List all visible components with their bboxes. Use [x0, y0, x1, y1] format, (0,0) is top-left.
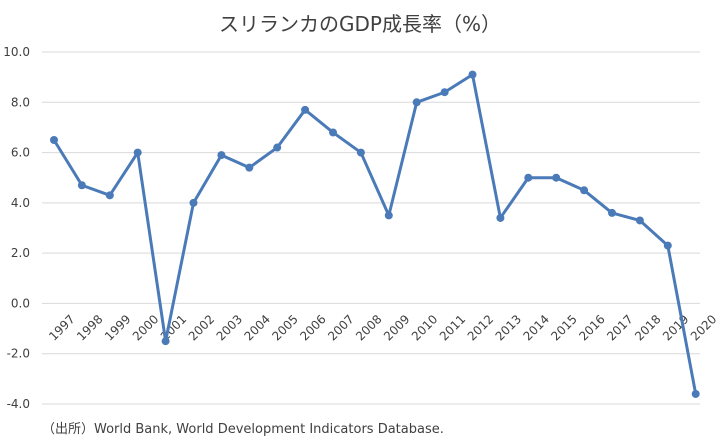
grid-lines	[42, 51, 700, 405]
x-tick-label: 1997	[46, 312, 77, 343]
y-axis-ticks: 10.0 8.0 6.0 4.0 2.0 0.0 -2.0 -4.0	[3, 45, 30, 411]
y-tick-label: 6.0	[11, 146, 30, 160]
data-point	[301, 105, 310, 114]
x-axis-ticks: 1997199819992000200120022003200420052006…	[46, 312, 719, 343]
x-tick-label: 2009	[381, 312, 412, 343]
x-tick-label: 2002	[186, 312, 217, 343]
x-tick-label: 2003	[214, 312, 245, 343]
data-point	[217, 151, 226, 160]
data-point	[133, 148, 142, 157]
source-note: （出所）World Bank, World Development Indica…	[42, 422, 444, 437]
y-tick-label: 4.0	[11, 196, 30, 210]
y-tick-label: -4.0	[7, 397, 30, 411]
data-point	[468, 70, 477, 79]
data-point	[524, 173, 533, 182]
x-tick-label: 2010	[409, 312, 440, 343]
data-point	[608, 208, 616, 217]
x-tick-label: 2006	[297, 312, 328, 343]
series-layer	[50, 70, 700, 398]
x-tick-label: 2016	[576, 312, 607, 343]
x-tick-label: 2014	[521, 312, 552, 343]
series-line	[52, 73, 698, 396]
data-point	[356, 148, 365, 157]
data-point	[329, 128, 337, 137]
x-tick-label: 2008	[353, 312, 384, 343]
data-point	[384, 211, 393, 220]
data-point	[412, 98, 421, 107]
x-tick-label: 2018	[632, 312, 663, 343]
y-tick-label: 0.0	[11, 296, 30, 310]
y-tick-label: 10.0	[3, 45, 30, 59]
data-point	[691, 389, 700, 398]
x-tick-label: 2015	[548, 312, 579, 343]
x-tick-label: 2005	[269, 312, 300, 343]
data-point	[77, 181, 86, 190]
x-tick-label: 2012	[465, 312, 496, 343]
data-point	[663, 241, 672, 250]
x-tick-label: 2020	[688, 312, 719, 343]
x-tick-label: 2017	[604, 312, 635, 343]
data-point	[496, 213, 505, 222]
x-tick-label: 1999	[102, 312, 133, 343]
x-tick-label: 2011	[437, 312, 468, 343]
data-point	[189, 198, 198, 207]
data-point	[105, 191, 114, 200]
y-tick-label: 2.0	[11, 246, 30, 260]
data-point	[161, 337, 170, 346]
data-point	[635, 216, 644, 225]
data-point	[580, 186, 589, 195]
x-tick-label: 2007	[325, 312, 356, 343]
y-tick-label: 8.0	[11, 95, 30, 109]
data-point	[273, 143, 282, 152]
x-tick-label: 2000	[130, 312, 161, 343]
x-tick-label: 2013	[493, 312, 524, 343]
x-tick-label: 2004	[242, 312, 273, 343]
y-tick-label: -2.0	[7, 347, 30, 361]
x-tick-label: 1998	[74, 312, 105, 343]
data-point	[440, 88, 449, 97]
data-point	[50, 136, 58, 144]
data-point	[245, 163, 254, 172]
chart-title: スリランカのGDP成長率（%）	[219, 12, 501, 36]
data-point	[552, 173, 561, 182]
